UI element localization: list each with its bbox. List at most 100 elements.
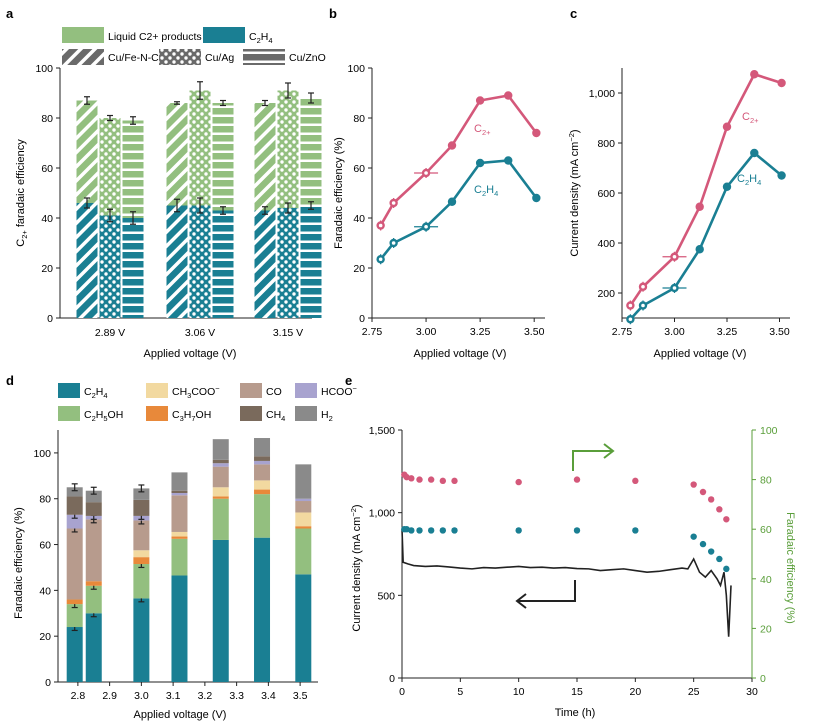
panel-d-bar-segment-ch4: [66, 496, 83, 515]
panel-e-point-fe-c2plus: [515, 478, 522, 486]
panel-d-bar-segment-hcoo: [212, 463, 229, 467]
panel-d-xtick-label: 3.1: [166, 690, 181, 702]
panel-d-xtick-label: 3.2: [198, 690, 213, 702]
panel-d-bar-segment-ch3coo: [254, 480, 271, 490]
panel-b-ytick-label: 60: [353, 163, 365, 175]
panel-d-bar-segment-c3h7oh: [254, 489, 271, 495]
panel-d-bar-segment-h2: [254, 438, 271, 457]
panel-a-bar-c2h4-pattern: [254, 210, 276, 318]
panel-c-ytick-label: 800: [597, 138, 615, 150]
panel-c-xlabel: Applied voltage (V): [654, 348, 747, 360]
panel-d-bar-segment-co: [66, 528, 83, 600]
panel-b-ytick-label: 40: [353, 213, 365, 225]
panel-d-ytick-label: 40: [39, 585, 51, 597]
panel-e-point-fe-c2plus: [427, 476, 435, 483]
panel-c-point-c2plus: [750, 70, 759, 79]
panel-c-line-c2plus: [629, 72, 782, 307]
panel-d-bar-segment-co: [295, 501, 312, 513]
panel-d-bar-segment-c2h4: [254, 537, 271, 682]
panel-a-bar-c2h4-pattern: [277, 208, 299, 318]
panel-d-bar-segment-ch3coo: [295, 512, 312, 527]
panel-d-bar-segment-hcoo: [66, 514, 83, 529]
panel-d-bar-segment-ch4: [85, 502, 102, 516]
panel-d-bar-segment-c3h7oh: [133, 557, 150, 565]
panel-a-legend: Liquid C2+ products C2H4 Cu/Fe-N-C Cu/Ag…: [62, 27, 326, 65]
panel-e-point-fe-c2h4: [416, 527, 423, 534]
panel-d-bar-segment-c2h5oh: [254, 494, 271, 538]
legend-label-d-h2: H2: [321, 409, 333, 423]
panel-a-bar-liquid-pattern: [277, 90, 299, 208]
panel-d-bar-segment-c2h5oh: [85, 585, 102, 614]
panel-d-bar-segment-c2h4: [66, 627, 83, 682]
panel-a-ytick-label: 60: [41, 163, 53, 175]
panel-label-e: e: [345, 373, 352, 388]
panel-a-bar-liquid-pattern: [76, 100, 98, 203]
panel-b-point-center: [378, 257, 383, 262]
panel-d-bar-segment-c2h4: [133, 598, 150, 682]
panel-c-point-c2h4: [750, 148, 759, 158]
panel-d-bar-segment-ch4: [254, 456, 271, 461]
panel-c-point-c2plus: [777, 78, 786, 88]
panel-d-bar-segment-c2h5oh: [171, 538, 188, 576]
panel-e-ytick-left-label: 1,000: [369, 508, 395, 520]
panel-e-xtick-label: 30: [746, 686, 758, 698]
legend-label-d-co: CO: [266, 386, 282, 398]
panel-a-xtick-label: 2.89 V: [95, 327, 125, 339]
panel-c-xtick-label: 2.75: [612, 326, 633, 338]
panel-a-xtick-label: 3.06 V: [185, 327, 215, 339]
panel-c-point-c2plus: [722, 122, 732, 131]
panel-d-ytick-label: 20: [39, 631, 51, 643]
panel-d-bar-segment-c2h5oh: [295, 528, 312, 575]
panel-c-point-center: [672, 254, 677, 259]
panel-c-xtick-label: 3.50: [769, 326, 790, 338]
panel-d-bar-segment-h2: [212, 439, 229, 460]
panel-d-plot-area: 0 20 40 60 80 100 2.8 2.9 3.0 3.1 3.2 3.3 3.4 3.5: [33, 430, 318, 702]
panel-c-xtick-label: 3.00: [664, 326, 685, 338]
legend-label-d-ch3coo: CH3COO−: [172, 384, 220, 400]
panel-b-xtick-label: 3.50: [524, 326, 545, 338]
panel-d-stacked-bar-chart: C2H4 CH3COO− CO HCOO− C2H5OH C3H7OH CH4 …: [13, 383, 358, 721]
panel-d-bar-segment-h2: [85, 490, 102, 503]
panel-e-xtick-label: 10: [513, 686, 525, 698]
panel-a-bar-liquid-pattern: [122, 120, 144, 218]
panel-d-xtick-label: 2.9: [102, 690, 117, 702]
legend-swatch-d-c2h5oh: [58, 406, 80, 421]
panel-e-ytick-left-label: 0: [389, 673, 395, 685]
panel-a-bar-liquid-pattern: [166, 103, 188, 206]
panel-b-point-c2plus: [475, 96, 485, 105]
panel-b-line-chart: 2.75 3.00 3.25 3.50 0 20 40 60 80 100 Applied vol…: [333, 63, 545, 360]
panel-a-bar-c2h4-pattern: [212, 210, 234, 318]
panel-e-ytick-left-label: 500: [377, 590, 395, 602]
panel-e-point-fe-c2plus: [451, 477, 458, 485]
panel-d-bar-segment-h2: [171, 472, 188, 491]
legend-swatch-liquid-c2plus: [62, 27, 104, 43]
panel-c-point-c2h4: [722, 182, 732, 191]
panel-a-ytick-label: 80: [41, 113, 53, 125]
panel-d-xtick-label: 3.4: [261, 690, 276, 702]
panel-e-point-fe-c2h4: [515, 527, 522, 534]
panel-a-bar-chart: Liquid C2+ products C2H4 Cu/Fe-N-C Cu/Ag…: [15, 27, 326, 360]
panel-e-ytick-right-label: 0: [760, 673, 766, 685]
legend-swatch-cu-zno-lines: [243, 49, 285, 65]
panel-a-bar-c2h4-pattern: [122, 218, 144, 318]
panel-b-ylabel: Faradaic efficiency (%): [333, 137, 345, 249]
panel-d-bar-segment-ch4: [171, 490, 188, 493]
panel-d-bar-segment-co: [171, 495, 188, 532]
legend-label-liquid-c2plus: Liquid C2+ products: [108, 31, 202, 43]
panel-d-ylabel: Faradaic efficiency (%): [13, 507, 25, 619]
black-arrow-left-axis: [515, 580, 576, 609]
panel-e-xtick-label: 15: [571, 686, 583, 698]
panel-b-ytick-label: 0: [359, 313, 365, 325]
panel-b-point-center: [424, 171, 428, 175]
panel-d-bar-segment-c2h4: [171, 575, 188, 682]
panel-label-b: b: [329, 6, 337, 21]
panel-e-point-fe-c2plus: [707, 496, 715, 503]
panel-a-bar-liquid-pattern: [189, 90, 211, 206]
panel-d-bar-segment-ch3coo: [171, 531, 188, 537]
panel-e-point-fe-c2plus: [408, 475, 415, 482]
green-arrow-right-axis: [572, 443, 615, 471]
panel-d-ytick-label: 0: [45, 677, 51, 689]
panel-e-xtick-label: 5: [457, 686, 463, 698]
panel-c-ylabel: Current density (mA cm−2): [567, 129, 581, 256]
